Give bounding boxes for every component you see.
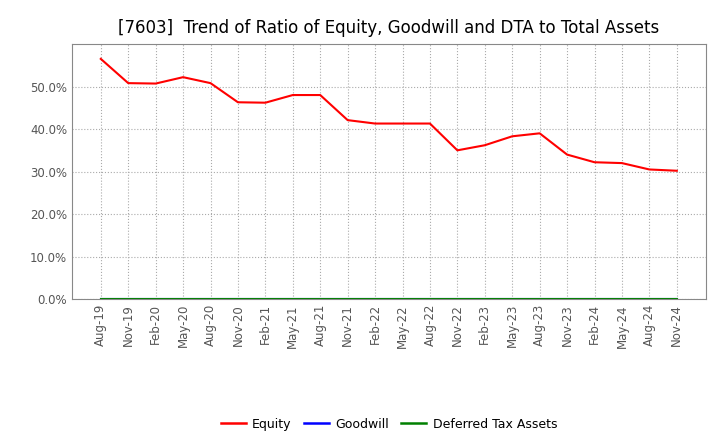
Equity <box>179 74 187 80</box>
Equity <box>151 81 160 86</box>
Deferred Tax Assets <box>508 297 516 302</box>
Equity <box>590 160 599 165</box>
Deferred Tax Assets <box>316 297 325 302</box>
Deferred Tax Assets <box>206 297 215 302</box>
Deferred Tax Assets <box>289 297 297 302</box>
Equity <box>398 121 407 126</box>
Equity <box>316 92 325 98</box>
Goodwill <box>343 297 352 302</box>
Goodwill <box>289 297 297 302</box>
Goodwill <box>618 297 626 302</box>
Goodwill <box>124 297 132 302</box>
Deferred Tax Assets <box>179 297 187 302</box>
Title: [7603]  Trend of Ratio of Equity, Goodwill and DTA to Total Assets: [7603] Trend of Ratio of Equity, Goodwil… <box>118 19 660 37</box>
Deferred Tax Assets <box>590 297 599 302</box>
Goodwill <box>645 297 654 302</box>
Equity <box>672 168 681 173</box>
Equity <box>343 117 352 123</box>
Line: Equity: Equity <box>101 59 677 171</box>
Equity <box>233 99 242 105</box>
Deferred Tax Assets <box>480 297 489 302</box>
Equity <box>536 131 544 136</box>
Deferred Tax Assets <box>536 297 544 302</box>
Goodwill <box>398 297 407 302</box>
Equity <box>124 81 132 86</box>
Equity <box>96 56 105 62</box>
Deferred Tax Assets <box>343 297 352 302</box>
Equity <box>645 167 654 172</box>
Goodwill <box>179 297 187 302</box>
Equity <box>563 152 572 157</box>
Goodwill <box>261 297 270 302</box>
Deferred Tax Assets <box>563 297 572 302</box>
Equity <box>289 92 297 98</box>
Goodwill <box>672 297 681 302</box>
Deferred Tax Assets <box>645 297 654 302</box>
Deferred Tax Assets <box>261 297 270 302</box>
Equity <box>508 134 516 139</box>
Equity <box>426 121 434 126</box>
Goodwill <box>206 297 215 302</box>
Deferred Tax Assets <box>453 297 462 302</box>
Goodwill <box>536 297 544 302</box>
Legend: Equity, Goodwill, Deferred Tax Assets: Equity, Goodwill, Deferred Tax Assets <box>215 413 562 436</box>
Equity <box>618 161 626 166</box>
Deferred Tax Assets <box>233 297 242 302</box>
Deferred Tax Assets <box>96 297 105 302</box>
Deferred Tax Assets <box>398 297 407 302</box>
Deferred Tax Assets <box>672 297 681 302</box>
Goodwill <box>453 297 462 302</box>
Goodwill <box>563 297 572 302</box>
Goodwill <box>316 297 325 302</box>
Deferred Tax Assets <box>371 297 379 302</box>
Goodwill <box>426 297 434 302</box>
Deferred Tax Assets <box>151 297 160 302</box>
Equity <box>480 143 489 148</box>
Deferred Tax Assets <box>124 297 132 302</box>
Goodwill <box>96 297 105 302</box>
Goodwill <box>233 297 242 302</box>
Goodwill <box>371 297 379 302</box>
Equity <box>206 81 215 86</box>
Deferred Tax Assets <box>618 297 626 302</box>
Equity <box>261 100 270 105</box>
Goodwill <box>508 297 516 302</box>
Goodwill <box>151 297 160 302</box>
Goodwill <box>480 297 489 302</box>
Equity <box>371 121 379 126</box>
Deferred Tax Assets <box>426 297 434 302</box>
Equity <box>453 148 462 153</box>
Goodwill <box>590 297 599 302</box>
